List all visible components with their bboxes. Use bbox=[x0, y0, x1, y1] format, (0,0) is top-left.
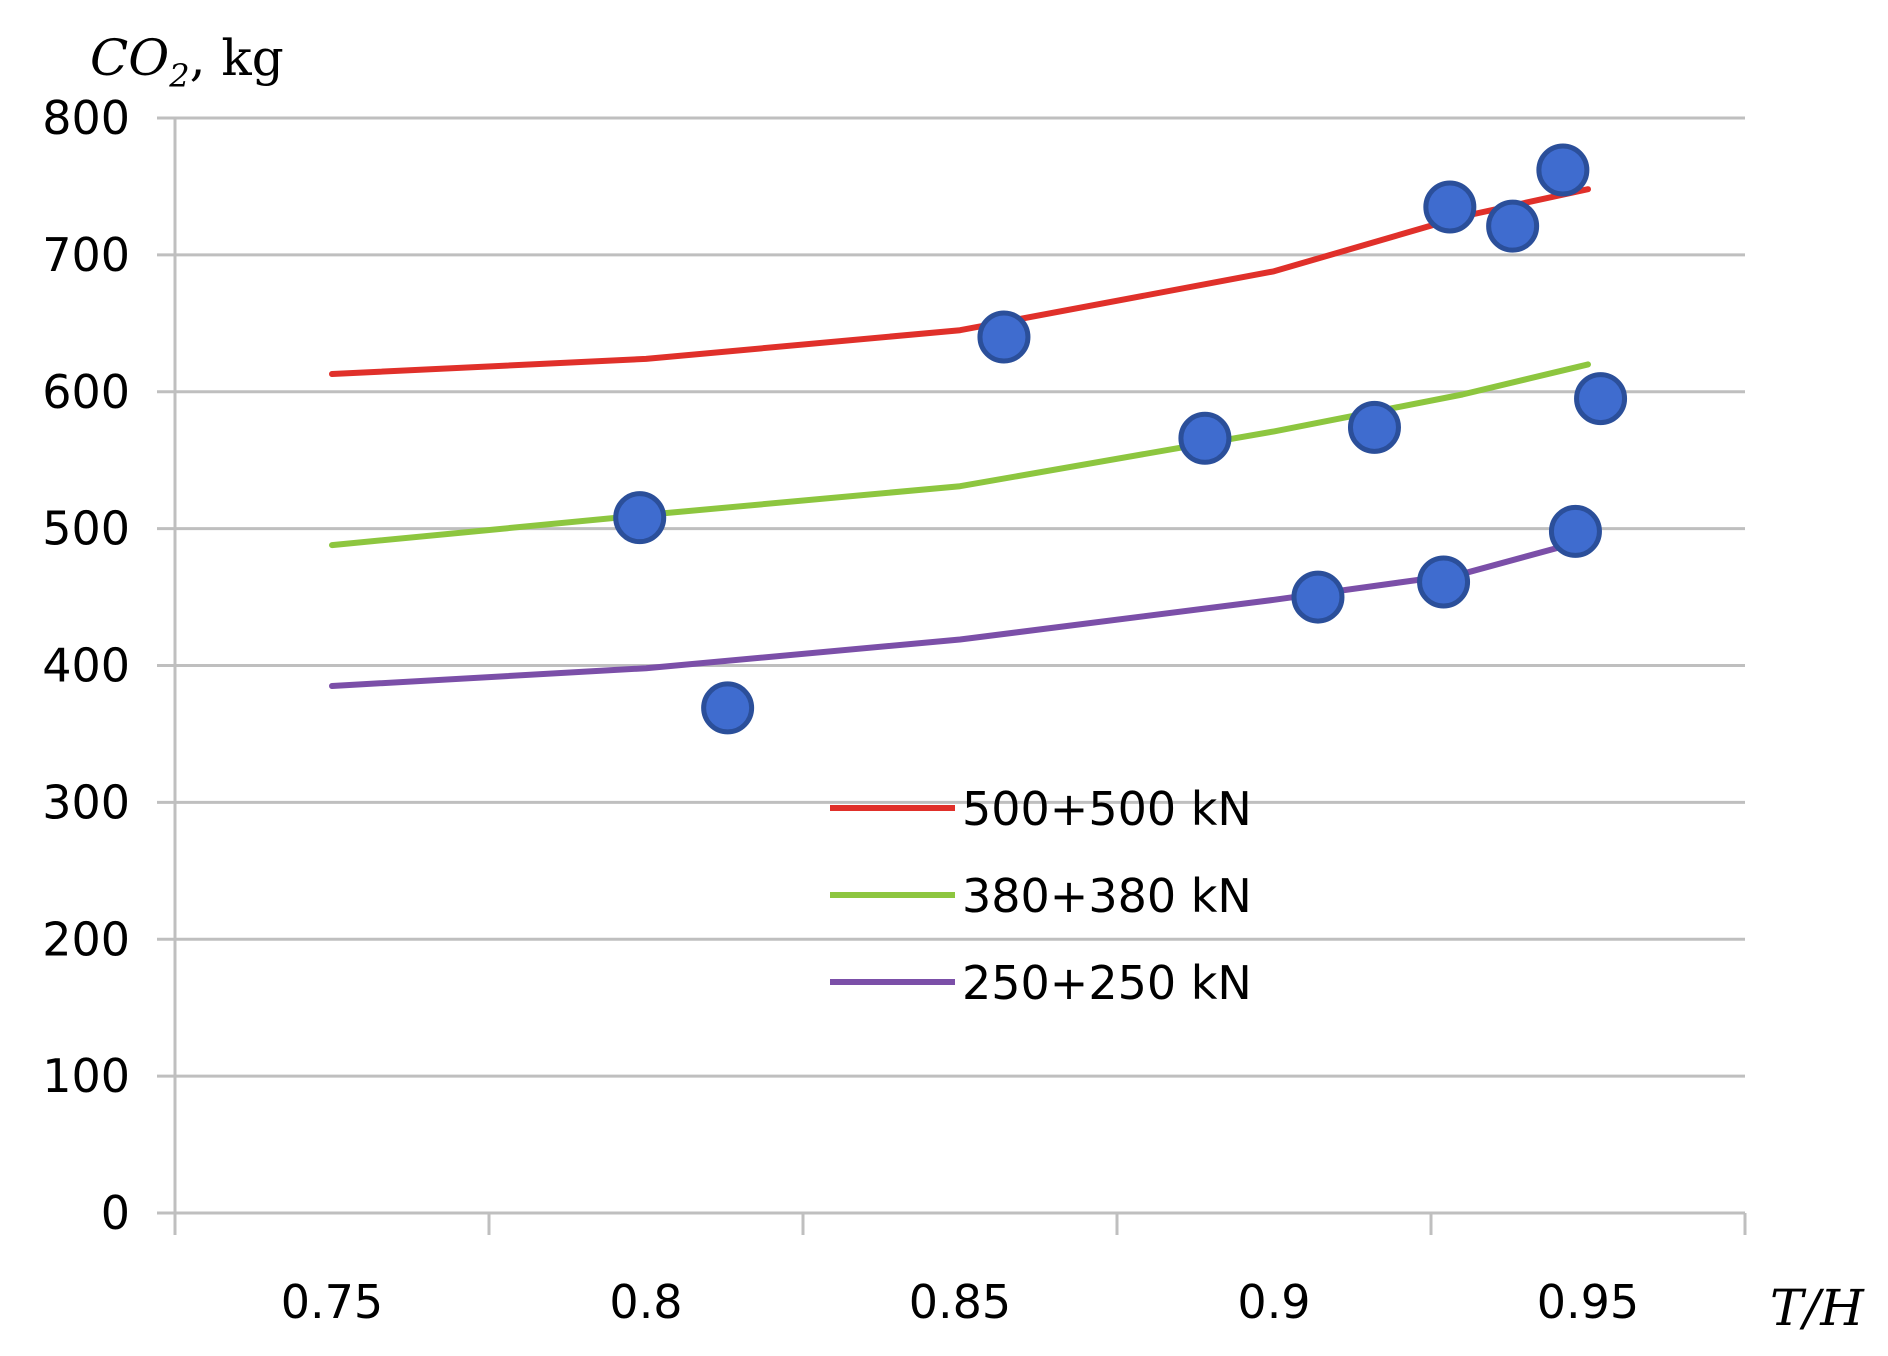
y-tick-label-500: 500 bbox=[42, 502, 130, 556]
data-point-5 bbox=[1178, 411, 1232, 465]
y-tick-label-800: 800 bbox=[42, 91, 130, 145]
data-point-4 bbox=[613, 491, 667, 545]
x-tick-label-0.85: 0.85 bbox=[909, 1275, 1011, 1329]
y-tick-label-400: 400 bbox=[42, 639, 130, 693]
y-tick-label-600: 600 bbox=[42, 365, 130, 419]
series-lines bbox=[329, 186, 1591, 689]
data-point-8 bbox=[701, 681, 755, 735]
axes bbox=[157, 116, 1747, 1235]
series-line-500-500-kN bbox=[329, 186, 1591, 377]
series-line-250-250-kN bbox=[329, 536, 1591, 689]
x-tick-label-0.95: 0.95 bbox=[1537, 1275, 1639, 1329]
x-tick-label-0.8: 0.8 bbox=[609, 1275, 682, 1329]
y-axis-title-unit: , kg bbox=[190, 29, 284, 87]
y-axis-title: CO2, kg bbox=[90, 29, 284, 95]
gridlines bbox=[175, 116, 1745, 1078]
data-point-2 bbox=[1486, 199, 1540, 253]
y-axis-title-main: CO bbox=[90, 29, 169, 87]
data-point-7 bbox=[1574, 372, 1628, 426]
series-line-380-380-kN bbox=[329, 361, 1591, 549]
data-point-0 bbox=[977, 310, 1031, 364]
data-point-6 bbox=[1347, 400, 1401, 454]
legend-label-0: 500+500 kN bbox=[962, 782, 1252, 836]
data-point-3 bbox=[1536, 143, 1590, 197]
legend: 500+500 kN 380+380 kN 250+250 kN bbox=[830, 782, 1252, 1010]
y-axis-title-subscript: 2 bbox=[168, 57, 189, 95]
data-point-9 bbox=[1291, 570, 1345, 624]
data-point-11 bbox=[1548, 504, 1602, 558]
data-point-10 bbox=[1417, 555, 1471, 609]
x-tick-label-0.9: 0.9 bbox=[1237, 1275, 1310, 1329]
x-tick-labels: 0.75 0.8 0.85 0.9 0.95 bbox=[281, 1275, 1639, 1329]
y-tick-labels: 0 100 200 300 400 500 600 700 800 bbox=[42, 91, 130, 1240]
scatter-points bbox=[613, 143, 1628, 735]
y-tick-label-300: 300 bbox=[42, 775, 130, 829]
y-tick-label-700: 700 bbox=[42, 228, 130, 282]
y-tick-label-100: 100 bbox=[42, 1049, 130, 1103]
legend-label-2: 250+250 kN bbox=[962, 956, 1252, 1010]
y-tick-label-200: 200 bbox=[42, 912, 130, 966]
data-point-1 bbox=[1423, 180, 1477, 234]
legend-label-1: 380+380 kN bbox=[962, 869, 1252, 923]
x-tick-label-0.75: 0.75 bbox=[281, 1275, 383, 1329]
y-tick-label-0: 0 bbox=[101, 1186, 130, 1240]
x-axis-title: T/H bbox=[1770, 1279, 1865, 1337]
